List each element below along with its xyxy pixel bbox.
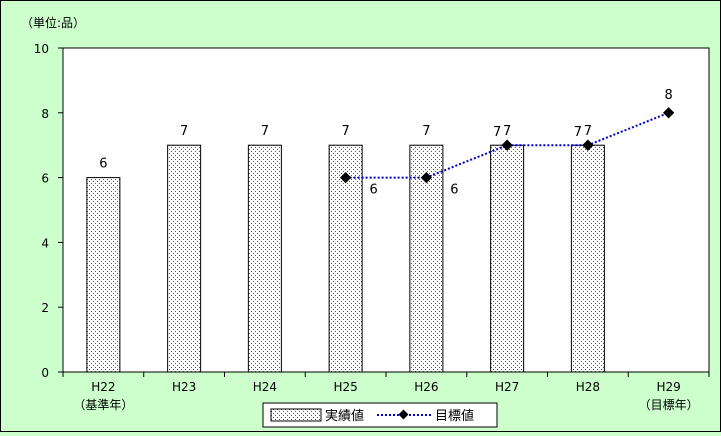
target-marker-H26 xyxy=(420,171,433,184)
bar-H28 xyxy=(570,144,605,373)
bar-H22 xyxy=(86,177,121,373)
bar-H24 xyxy=(247,144,282,373)
bar-value-label: 7 xyxy=(180,124,188,139)
unit-label: （単位:品） xyxy=(21,15,85,30)
line-value-labels: 6 67 78 xyxy=(369,88,672,198)
legend-bar-swatch xyxy=(270,408,322,422)
target-value-label: 6 xyxy=(369,183,377,198)
target-line xyxy=(345,111,669,179)
target-value-label: 7 xyxy=(493,125,501,140)
y-tick-label: 2 xyxy=(41,301,49,315)
y-tick-label: 0 xyxy=(41,366,49,380)
x-axis: H22 （基準年） H23 H24 H25 H26 H27 H28 H29 （目標年） xyxy=(62,372,710,412)
bar-value-labels: 67 7 7 7 7 7 xyxy=(99,124,592,171)
y-tick-label: 4 xyxy=(41,236,49,250)
legend-line-label: 目標値 xyxy=(435,408,474,424)
target-marker-H28 xyxy=(582,139,594,151)
y-tick-label: 10 xyxy=(34,42,49,56)
bar-H23 xyxy=(167,144,202,373)
legend: 実績値 目標値 xyxy=(262,402,498,428)
x-tick-label: H25 xyxy=(333,380,357,394)
bar-value-label: 7 xyxy=(503,124,511,139)
target-marker-H27 xyxy=(501,139,513,151)
target-value-label: 7 xyxy=(574,125,582,140)
target-marker-H25 xyxy=(339,171,352,184)
plot-area xyxy=(62,47,710,373)
target-value-label: 8 xyxy=(664,88,672,103)
bar-value-label: 6 xyxy=(99,157,107,172)
bar-value-label: 7 xyxy=(261,124,269,139)
x-tick-label: H27 xyxy=(495,380,519,394)
y-tick-label: 6 xyxy=(41,172,49,186)
y-axis: 0 2 4 6 8 10 xyxy=(34,42,63,380)
bar-value-label: 7 xyxy=(584,124,592,139)
bar-value-label: 7 xyxy=(422,124,430,139)
x-tick-sublabel: （目標年） xyxy=(639,398,699,412)
x-tick-label: H28 xyxy=(576,380,600,394)
x-tick-label: H29 xyxy=(656,380,680,394)
x-tick-label: H23 xyxy=(172,380,196,394)
legend-line-marker xyxy=(398,409,409,420)
target-value-label: 6 xyxy=(450,183,458,198)
x-tick-label: H22 xyxy=(91,380,115,394)
x-tick-label: H26 xyxy=(414,380,438,394)
legend-bar-label: 実績値 xyxy=(325,408,364,424)
x-tick-label: H24 xyxy=(253,380,277,394)
bar-H27 xyxy=(490,144,525,373)
y-tick-label: 8 xyxy=(41,107,49,121)
bar-value-label: 7 xyxy=(341,124,349,139)
x-tick-sublabel: （基準年） xyxy=(73,397,133,412)
